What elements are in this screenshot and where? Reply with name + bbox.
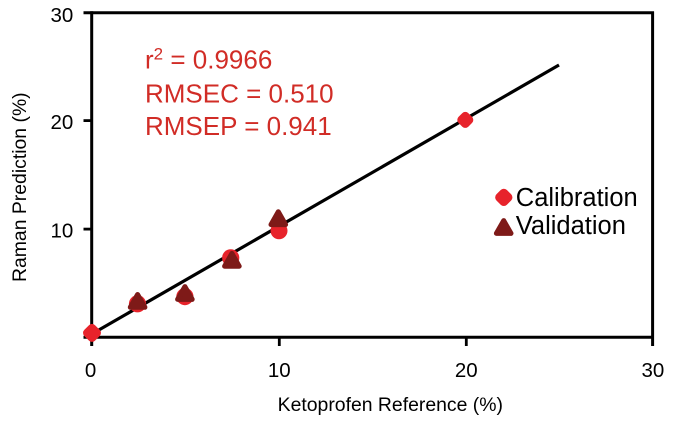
svg-text:20: 20 [455,359,478,382]
svg-text:Validation: Validation [516,212,626,240]
svg-text:RMSEC = 0.510: RMSEC = 0.510 [145,78,334,108]
svg-text:10: 10 [50,220,73,243]
svg-text:30: 30 [50,4,73,27]
svg-text:r2 = 0.9966: r2 = 0.9966 [145,44,272,74]
svg-text:10: 10 [268,359,291,382]
svg-text:Ketoprofen Reference (%): Ketoprofen Reference (%) [278,394,503,416]
svg-text:0: 0 [85,359,96,382]
svg-text:20: 20 [50,111,73,134]
svg-text:Raman Prediction (%): Raman Prediction (%) [9,92,31,282]
svg-text:30: 30 [641,359,664,382]
svg-text:Calibration: Calibration [516,184,638,212]
svg-text:RMSEP = 0.941: RMSEP = 0.941 [145,111,332,141]
